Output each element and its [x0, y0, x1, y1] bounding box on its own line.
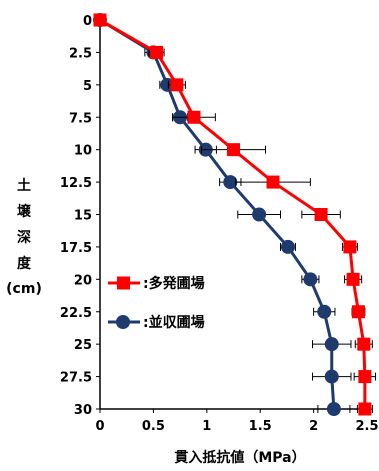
- data-point: [324, 369, 339, 384]
- y-tick-label: 5: [83, 79, 92, 94]
- data-point: [357, 337, 371, 351]
- data-point: [266, 175, 280, 189]
- y-tick-label: 17.5: [60, 241, 92, 256]
- data-point: [187, 110, 201, 124]
- series-layer: [93, 13, 377, 416]
- data-point: [343, 240, 357, 254]
- legend: :多発圃場 :並収圃場: [108, 275, 205, 331]
- y-tick-label: 22.5: [60, 306, 92, 321]
- legend-label: :並収圃場: [143, 314, 205, 331]
- data-point: [170, 78, 184, 92]
- y-axis-label-part: 深: [17, 229, 31, 246]
- data-point: [317, 304, 332, 319]
- legend-item: :並収圃場: [108, 314, 205, 331]
- y-tick-label: 7.5: [69, 111, 92, 126]
- y-axis-label-part: 壌: [17, 203, 32, 220]
- x-tick-label: 1.5: [249, 419, 272, 434]
- y-tick-label: 20: [74, 273, 92, 288]
- y-tick-label: 15: [74, 209, 92, 224]
- y-tick-label: 27.5: [60, 371, 92, 386]
- legend-marker: [116, 315, 130, 329]
- data-point: [324, 337, 339, 352]
- data-point: [303, 272, 318, 287]
- data-point: [150, 45, 164, 59]
- y-tick-label: 25: [74, 338, 92, 353]
- data-point: [358, 402, 372, 416]
- data-point: [280, 239, 295, 254]
- x-tick-label: 2.5: [355, 419, 378, 434]
- y-axis-label-part: 度: [17, 255, 32, 272]
- y-axis-label-part: 土: [17, 177, 31, 194]
- data-point: [314, 208, 328, 221]
- x-tick-label: 0: [95, 419, 104, 434]
- data-point: [223, 175, 238, 190]
- data-point: [227, 143, 240, 157]
- series-line: [99, 18, 336, 410]
- y-tick-label: 2.5: [69, 46, 92, 61]
- x-tick-label: 2: [309, 419, 318, 434]
- y-axis-label-part: (cm): [6, 281, 42, 297]
- legend-label: :多発圃場: [143, 275, 205, 292]
- data-point: [351, 305, 365, 319]
- data-point: [252, 207, 267, 222]
- legend-item: :多発圃場: [108, 275, 205, 292]
- legend-marker: [117, 276, 130, 290]
- series-tahatsu: [93, 13, 377, 416]
- data-point: [326, 402, 341, 416]
- y-tick-label: 10: [74, 144, 92, 159]
- y-tick-label: 0: [83, 14, 92, 29]
- x-axis-label: 貫入抵抗値（MPa）: [174, 449, 305, 466]
- x-tick-label: 0.5: [142, 419, 165, 434]
- x-tick-label: 1: [202, 419, 211, 434]
- y-tick-label: 30: [74, 403, 92, 418]
- y-tick-label: 12.5: [60, 176, 92, 191]
- data-point: [358, 370, 372, 384]
- data-point: [346, 272, 360, 286]
- data-point: [93, 13, 107, 27]
